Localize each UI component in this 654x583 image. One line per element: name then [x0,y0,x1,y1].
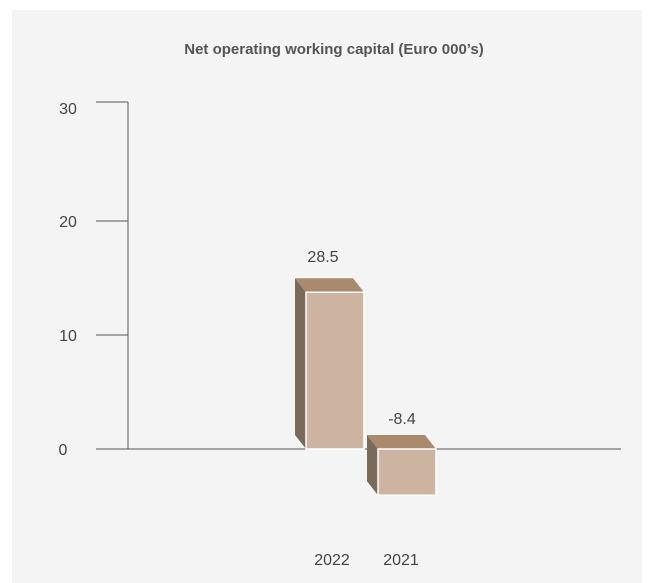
bar-top-2021 [367,435,436,449]
data-label-2021: -8.4 [388,411,416,428]
category-label-2022: 2022 [314,552,350,569]
y-tick-label-30: 30 [59,101,77,118]
bar-front-2021 [377,448,437,496]
bars-group [295,278,437,496]
data-label-2022: 28.5 [307,249,338,266]
bar-side-2021 [367,435,378,496]
bar-side-2022 [295,278,306,449]
y-tick-label-10: 10 [59,328,77,345]
bar-front-2022 [305,291,365,450]
y-tick-label-0: 0 [59,442,68,459]
bar-2022 [295,278,365,450]
chart-title: Net operating working capital (Euro 000’… [184,41,484,58]
y-tick-label-20: 20 [59,214,77,231]
bar-2021 [367,435,437,496]
category-label-2021: 2021 [383,552,419,569]
bar-top-2022 [295,278,364,293]
